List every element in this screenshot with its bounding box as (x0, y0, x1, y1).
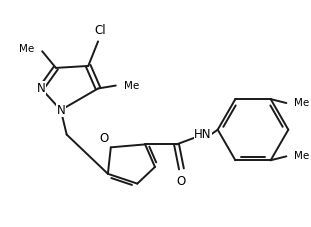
Text: Me: Me (19, 44, 34, 54)
Text: Cl: Cl (94, 25, 106, 37)
Text: HN: HN (194, 128, 212, 141)
Text: Me: Me (294, 151, 309, 161)
Text: O: O (100, 132, 109, 145)
Text: N: N (37, 82, 46, 95)
Text: Me: Me (294, 98, 309, 108)
Text: N: N (56, 104, 65, 117)
Text: Me: Me (123, 81, 139, 91)
Text: O: O (177, 175, 186, 188)
